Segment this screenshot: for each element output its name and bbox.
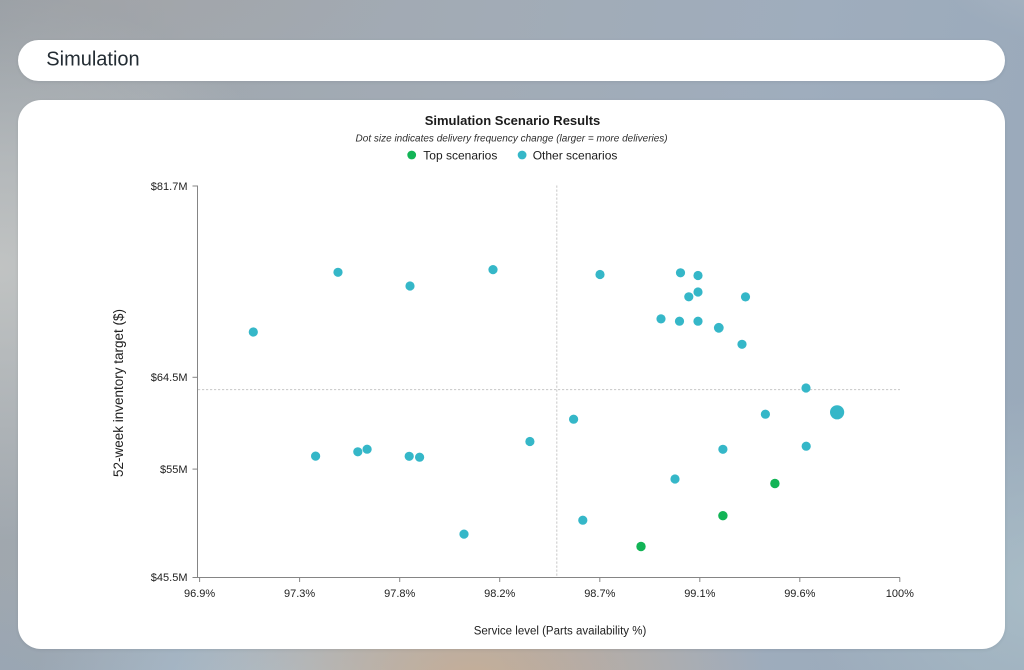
svg-text:99.1%: 99.1% xyxy=(684,588,715,600)
svg-text:52-week inventory target ($): 52-week inventory target ($) xyxy=(111,309,126,477)
svg-text:$45.5M: $45.5M xyxy=(151,572,188,584)
svg-text:$64.5M: $64.5M xyxy=(151,372,188,384)
svg-text:96.9%: 96.9% xyxy=(184,588,215,600)
svg-text:Simulation Scenario Results: Simulation Scenario Results xyxy=(425,113,601,128)
svg-text:97.8%: 97.8% xyxy=(384,588,415,600)
svg-text:97.3%: 97.3% xyxy=(284,588,315,600)
svg-text:$55M: $55M xyxy=(160,464,188,476)
svg-text:98.7%: 98.7% xyxy=(584,588,615,600)
svg-text:98.2%: 98.2% xyxy=(484,588,515,600)
svg-text:Other scenarios: Other scenarios xyxy=(533,148,618,162)
svg-text:Simulation: Simulation xyxy=(46,49,139,71)
svg-text:99.6%: 99.6% xyxy=(784,588,815,600)
svg-text:100%: 100% xyxy=(886,588,914,600)
svg-text:Dot size indicates delivery fr: Dot size indicates delivery frequency ch… xyxy=(356,134,668,145)
svg-text:Service level (Parts availabil: Service level (Parts availability %) xyxy=(474,625,647,637)
svg-text:Top scenarios: Top scenarios xyxy=(423,148,497,162)
svg-text:$81.7M: $81.7M xyxy=(151,181,188,193)
